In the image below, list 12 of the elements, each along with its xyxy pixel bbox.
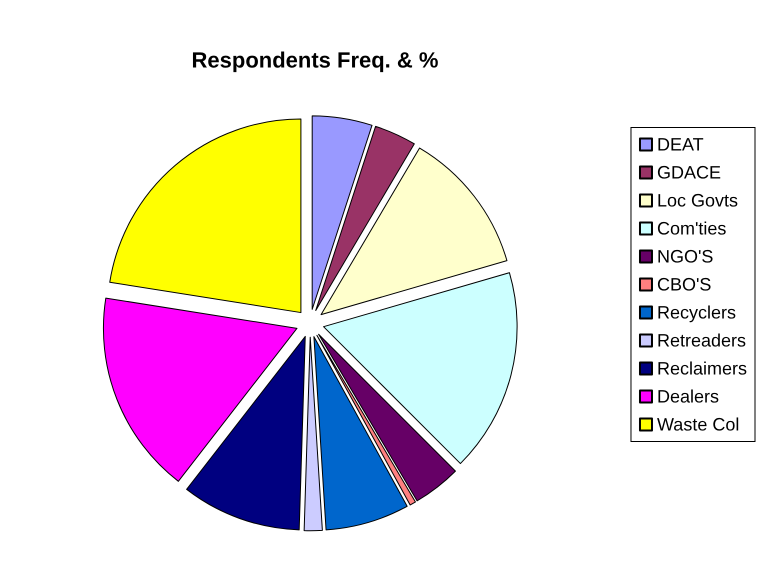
legend-label: NGO'S bbox=[656, 246, 714, 266]
legend-label: Reclaimers bbox=[656, 358, 748, 378]
legend-label: Com'ties bbox=[656, 218, 726, 238]
legend-label: Waste Col bbox=[656, 414, 740, 434]
legend-label: DEAT bbox=[656, 134, 704, 154]
legend-label: GDACE bbox=[656, 162, 721, 182]
legend-label: Recyclers bbox=[656, 302, 736, 322]
legend-label: Loc Govts bbox=[656, 190, 738, 210]
legend-label: CBO'S bbox=[656, 274, 712, 294]
chart-title: Respondents Freq. & % bbox=[192, 48, 438, 72]
legend-label: Retreaders bbox=[656, 330, 746, 350]
legend-label: Dealers bbox=[656, 386, 720, 406]
